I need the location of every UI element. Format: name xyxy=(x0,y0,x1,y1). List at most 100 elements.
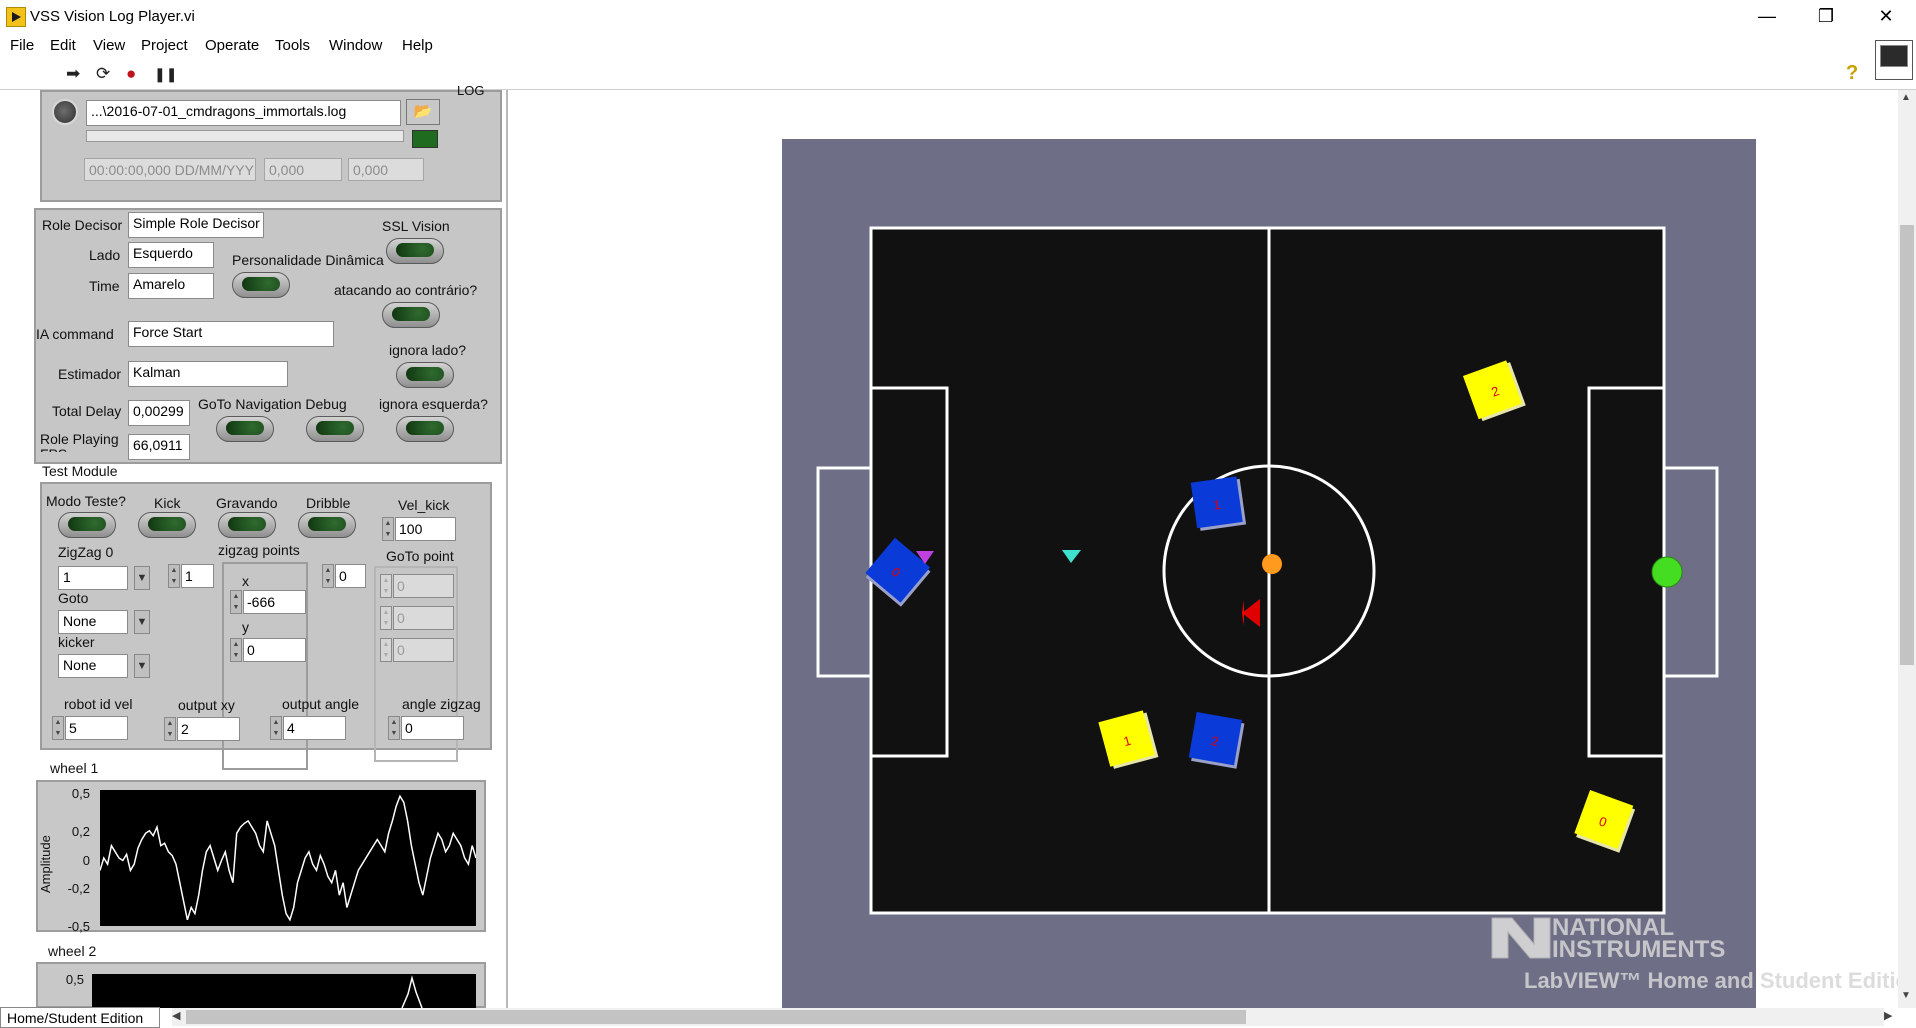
output-xy-numeric[interactable]: ▲ ▼ 2 xyxy=(164,717,240,741)
yellow-robot-1-id: 1 xyxy=(1122,733,1133,749)
green-target-point xyxy=(1651,556,1683,588)
vel-kick-value[interactable]: 100 xyxy=(395,517,456,541)
restore-button[interactable]: ❐ xyxy=(1817,6,1835,26)
menu-edit[interactable]: Edit xyxy=(50,37,76,54)
window-title: VSS Vision Log Player.vi xyxy=(30,8,195,25)
zigzag-points-array xyxy=(222,562,308,770)
kicker-dropdown-icon[interactable]: ▼ xyxy=(134,654,150,678)
menu-tools[interactable]: Tools xyxy=(275,37,311,54)
output-angle-value[interactable]: 4 xyxy=(283,716,346,740)
scroll-up-icon[interactable]: ▲ xyxy=(1901,92,1911,103)
personalidade-toggle[interactable] xyxy=(232,272,290,298)
scroll-down-icon[interactable]: ▼ xyxy=(1901,990,1911,1001)
atacando-label: atacando ao contrário? xyxy=(334,282,478,298)
magenta-target-marker xyxy=(916,551,934,564)
y-value[interactable]: 0 xyxy=(243,638,306,662)
log-play-button[interactable] xyxy=(52,99,78,125)
x-numeric[interactable]: ▲ ▼ -666 xyxy=(230,590,306,614)
panel-splitter[interactable] xyxy=(506,90,508,1008)
log-progress-bar[interactable] xyxy=(86,130,404,142)
edition-status: Home/Student Edition xyxy=(0,1007,160,1028)
output-angle-numeric[interactable]: ▲ ▼ 4 xyxy=(270,716,346,740)
horizontal-scroll-thumb[interactable] xyxy=(186,1010,1246,1024)
wheel1-ytick: -0,5 xyxy=(67,919,90,934)
context-help-icon[interactable]: ? xyxy=(1846,62,1859,84)
wheel1-series-line xyxy=(100,794,476,922)
soccer-field: 2 1 0 1 0 2 xyxy=(816,226,1719,915)
wheel1-plot xyxy=(100,790,476,926)
close-button[interactable]: ✕ xyxy=(1878,6,1894,26)
goto-dropdown-icon[interactable]: ▼ xyxy=(134,610,150,634)
kicker-field[interactable]: None xyxy=(58,654,128,678)
goto-nav-toggle-2[interactable] xyxy=(306,416,364,442)
goto-point-z: ▲ ▼ 0 xyxy=(380,638,454,662)
atacando-toggle[interactable] xyxy=(382,302,440,328)
blue-robot-0[interactable]: 0 xyxy=(863,537,932,607)
log-file-path[interactable]: ...\2016-07-01_cmdragons_immortals.log xyxy=(86,100,401,126)
menu-file[interactable]: File xyxy=(10,37,35,54)
cyan-target-marker xyxy=(1062,550,1081,563)
menu-window[interactable]: Window xyxy=(329,37,383,54)
blue-robot-1[interactable]: 1 xyxy=(1190,476,1247,531)
ssl-vision-toggle[interactable] xyxy=(386,238,444,264)
menu-help[interactable]: Help xyxy=(402,37,433,54)
estimador-field[interactable]: Kalman xyxy=(128,361,288,387)
x-value[interactable]: -666 xyxy=(243,590,306,614)
yellow-robot-2-id: 2 xyxy=(1489,383,1501,400)
ssl-vision-label: SSL Vision xyxy=(382,218,450,234)
yellow-robot-2[interactable]: 2 xyxy=(1462,359,1526,422)
vel-kick-numeric[interactable]: ▲ ▼ 100 xyxy=(382,517,456,541)
test-module-title: Test Module xyxy=(42,463,118,479)
output-xy-value[interactable]: 2 xyxy=(177,717,240,741)
scroll-right-icon[interactable]: ▶ xyxy=(1884,1010,1893,1022)
minimize-button[interactable]: — xyxy=(1758,6,1776,26)
ignora-lado-label: ignora lado? xyxy=(389,342,467,358)
yellow-robot-0[interactable]: 0 xyxy=(1573,789,1636,853)
angle-zigzag-numeric[interactable]: ▲ ▼ 0 xyxy=(388,716,464,740)
role-decisor-field[interactable]: Simple Role Decisor xyxy=(128,212,264,238)
personalidade-label: Personalidade Dinâmica xyxy=(232,252,384,268)
ia-command-label: IA command xyxy=(36,326,114,342)
zigzag-dropdown-icon[interactable]: ▼ xyxy=(134,566,150,590)
lado-field[interactable]: Esquerdo xyxy=(128,242,214,268)
angle-zigzag-value[interactable]: 0 xyxy=(401,716,464,740)
gravando-toggle[interactable] xyxy=(218,512,276,538)
total-delay-value: 0,00299 xyxy=(128,400,190,426)
zigzag-index-value[interactable]: 0 xyxy=(335,564,366,588)
run-arrow-icon[interactable]: ➡ xyxy=(66,64,81,83)
ia-command-field[interactable]: Force Start xyxy=(128,321,334,347)
modo-teste-toggle[interactable] xyxy=(58,512,116,538)
zigzag-count-numeric[interactable]: ▲ ▼ 1 xyxy=(168,564,214,588)
ignora-esquerda-toggle[interactable] xyxy=(396,416,454,442)
menu-project[interactable]: Project xyxy=(141,37,188,54)
time-field[interactable]: Amarelo xyxy=(128,273,214,299)
goto-nav-toggle-1[interactable] xyxy=(216,416,274,442)
goto-field[interactable]: None xyxy=(58,610,128,634)
dribble-label: Dribble xyxy=(306,495,351,511)
pause-icon[interactable]: ❚❚ xyxy=(154,66,178,82)
yellow-robot-1[interactable]: 1 xyxy=(1098,710,1159,770)
abort-icon[interactable]: ● xyxy=(126,64,137,83)
menu-view[interactable]: View xyxy=(93,37,126,54)
ignora-lado-toggle[interactable] xyxy=(396,362,454,388)
dribble-toggle[interactable] xyxy=(298,512,356,538)
log-label: LOG xyxy=(457,83,485,98)
zigzag-count-value[interactable]: 1 xyxy=(181,564,214,588)
y-numeric[interactable]: ▲ ▼ 0 xyxy=(230,638,306,662)
zigzag-index-numeric[interactable]: ▲ ▼ 0 xyxy=(322,564,366,588)
kick-toggle[interactable] xyxy=(138,512,196,538)
blue-robot-2[interactable]: 2 xyxy=(1188,712,1245,769)
gravando-label: Gravando xyxy=(216,495,278,511)
folder-browse-icon[interactable]: 📂 xyxy=(406,99,440,125)
zigzag-field[interactable]: 1 xyxy=(58,566,128,590)
estimador-label: Estimador xyxy=(58,366,122,382)
vertical-scroll-thumb[interactable] xyxy=(1900,225,1914,665)
kicker-label: kicker xyxy=(58,634,95,648)
menu-operate[interactable]: Operate xyxy=(205,37,260,54)
title-bar: VSS Vision Log Player.vi — ❐ ✕ xyxy=(0,0,1916,33)
role-fps-value: 66,0911 xyxy=(128,434,190,460)
run-continuously-icon[interactable]: ⟳ xyxy=(96,64,111,83)
robot-id-vel-numeric[interactable]: ▲ ▼ 5 xyxy=(52,716,128,740)
robot-id-vel-value[interactable]: 5 xyxy=(65,716,128,740)
scroll-left-icon[interactable]: ◀ xyxy=(172,1010,181,1022)
